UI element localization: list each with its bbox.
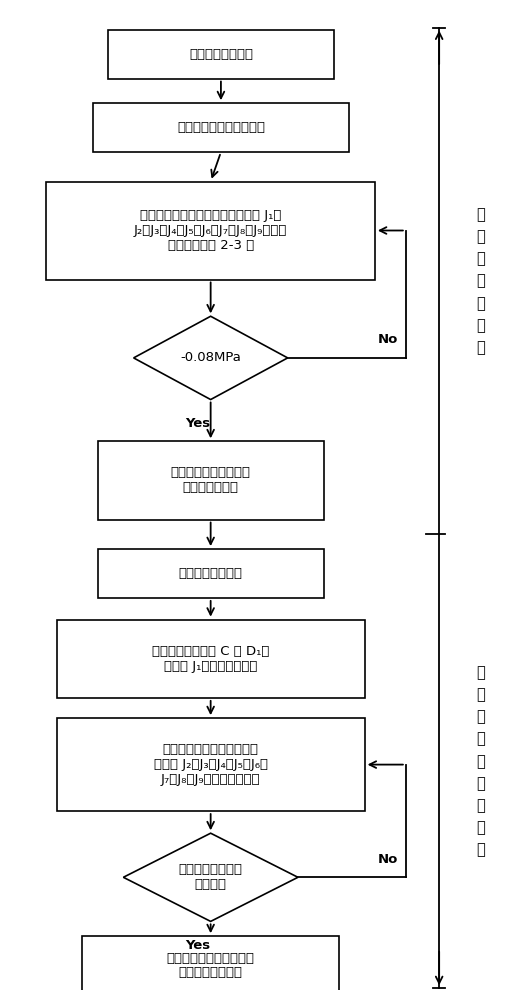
Text: 自
动
饱
和
地
层
水
过
程: 自 动 饱 和 地 层 水 过 程 [476, 665, 485, 857]
Text: Yes: Yes [185, 939, 210, 952]
Text: 启动液压泵，打开 C 和 D₁，
模拟井 J₁开始注入地层水: 启动液压泵，打开 C 和 D₁， 模拟井 J₁开始注入地层水 [152, 645, 269, 673]
Text: 打开和关闭相应的电磁阀，
模拟井 J₂、J₃、J₄、J₅、J₆、
J₇、J₈、J₉依次饱和地层水: 打开和关闭相应的电磁阀， 模拟井 J₂、J₃、J₄、J₅、J₆、 J₇、J₈、J… [154, 743, 268, 786]
Text: 关闭所有的电磁阀: 关闭所有的电磁阀 [179, 567, 243, 580]
Text: No: No [378, 853, 398, 866]
FancyBboxPatch shape [108, 30, 334, 79]
Text: 关闭液压泵，三维比例模
型饱和地层水结束: 关闭液压泵，三维比例模 型饱和地层水结束 [167, 952, 255, 980]
Text: 自
动
抽
真
空
过
程: 自 动 抽 真 空 过 程 [476, 207, 485, 355]
Text: 启动真空泵，开始抽真空: 启动真空泵，开始抽真空 [177, 121, 265, 134]
FancyBboxPatch shape [57, 620, 365, 698]
Text: 关闭真空泵，三维比例
模型抽真空结束: 关闭真空泵，三维比例 模型抽真空结束 [171, 466, 250, 494]
FancyBboxPatch shape [46, 182, 375, 279]
FancyBboxPatch shape [97, 549, 324, 598]
FancyBboxPatch shape [97, 441, 324, 520]
Text: 关闭所有的电磁阀: 关闭所有的电磁阀 [189, 48, 253, 61]
Polygon shape [123, 833, 298, 921]
Text: -0.08MPa: -0.08MPa [180, 351, 241, 364]
FancyBboxPatch shape [93, 103, 350, 152]
Text: No: No [378, 333, 398, 346]
Text: 打开和关闭相应的电磁阀，模拟井 J₁、
J₂、J₃、J₄、J₅、J₆、J₇、J₈、J₉依次抽
真空，并循环 2-3 次: 打开和关闭相应的电磁阀，模拟井 J₁、 J₂、J₃、J₄、J₅、J₆、J₇、J₈… [134, 209, 287, 252]
FancyBboxPatch shape [57, 718, 365, 811]
Text: Yes: Yes [185, 417, 210, 430]
Polygon shape [134, 316, 288, 400]
FancyBboxPatch shape [82, 936, 339, 995]
Text: 传感器温度等于地
层水温度: 传感器温度等于地 层水温度 [179, 863, 243, 891]
